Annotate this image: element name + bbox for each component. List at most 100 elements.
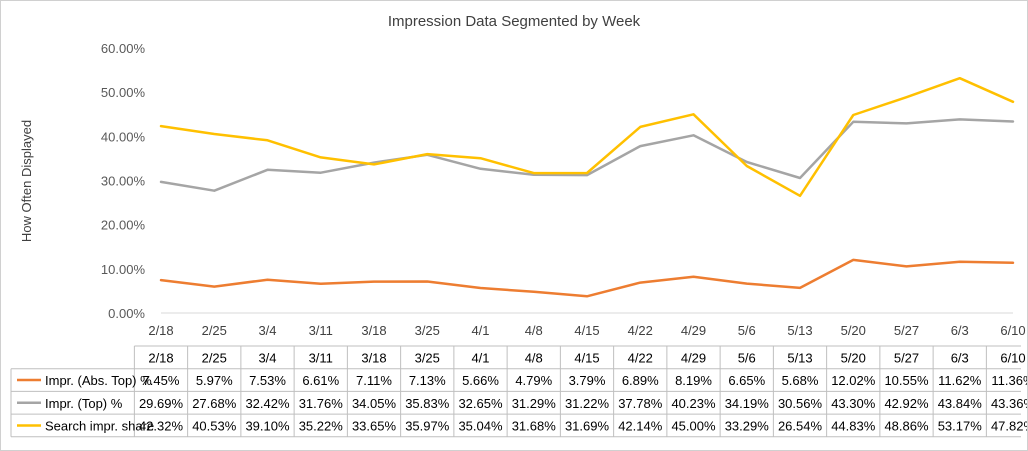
y-axis-ticks: 0.00% 10.00% 20.00% 30.00% 40.00% 50.00% 60.00… xyxy=(101,41,146,321)
x-tick-label: 3/18 xyxy=(361,323,386,338)
table-header-cell: 5/27 xyxy=(894,350,919,365)
table-value-cell: 31.29% xyxy=(512,396,557,411)
table-value-cell: 31.76% xyxy=(299,396,344,411)
x-tick-label: 3/4 xyxy=(258,323,276,338)
table-value-cell: 47.82% xyxy=(991,418,1027,433)
table-value-cell: 34.19% xyxy=(725,396,770,411)
legend-label-2: Impr. (Top) % xyxy=(45,396,123,411)
x-tick-label: 2/18 xyxy=(148,323,173,338)
table-header-cell: 4/15 xyxy=(574,350,599,365)
x-tick-label: 4/29 xyxy=(681,323,706,338)
x-tick-label: 5/6 xyxy=(738,323,756,338)
table-value-cell: 8.19% xyxy=(675,373,712,388)
table-value-cell: 42.14% xyxy=(618,418,663,433)
table-header-cell: 2/18 xyxy=(148,350,173,365)
table-value-cell: 6.89% xyxy=(622,373,659,388)
table-header-cell: 3/25 xyxy=(415,350,440,365)
y-tick-label: 30.00% xyxy=(101,174,146,189)
table-value-cell: 34.05% xyxy=(352,396,397,411)
legend-label-1: Impr. (Abs. Top) % xyxy=(45,373,152,388)
series-line-1 xyxy=(159,258,1015,298)
table-value-cell: 35.22% xyxy=(299,418,344,433)
table-value-cell: 35.97% xyxy=(405,418,450,433)
y-tick-label: 0.00% xyxy=(108,306,145,321)
y-tick-label: 10.00% xyxy=(101,262,146,277)
table-value-cell: 11.36% xyxy=(991,373,1027,388)
table-header-cell: 4/22 xyxy=(628,350,653,365)
table-value-cell: 43.84% xyxy=(938,396,983,411)
x-tick-label: 6/3 xyxy=(951,323,969,338)
x-tick-label: 4/15 xyxy=(574,323,599,338)
table-value-cell: 37.78% xyxy=(618,396,663,411)
table-value-cell: 42.92% xyxy=(884,396,929,411)
y-tick-label: 40.00% xyxy=(101,129,146,144)
x-tick-label: 6/10 xyxy=(1000,323,1025,338)
table-value-cell: 6.65% xyxy=(728,373,765,388)
table-value-cell: 31.68% xyxy=(512,418,557,433)
table-value-cell: 5.66% xyxy=(462,373,499,388)
x-tick-label: 3/25 xyxy=(415,323,440,338)
table-value-cell: 44.83% xyxy=(831,418,876,433)
table-value-cell: 40.23% xyxy=(671,396,716,411)
x-tick-label: 3/11 xyxy=(309,323,333,338)
table-value-cell: 10.55% xyxy=(884,373,929,388)
table-value-cell: 32.42% xyxy=(245,396,290,411)
data-table: 2/18 2/25 3/4 3/11 3/18 3/25 4/1 4/8 4/15 4/22 4/2… xyxy=(10,345,1027,438)
table-value-cell: 11.62% xyxy=(938,373,982,388)
table-value-cell: 39.10% xyxy=(245,418,290,433)
table-value-cell: 7.11% xyxy=(356,373,392,388)
table-value-cell: 27.68% xyxy=(192,396,237,411)
x-tick-label: 5/20 xyxy=(841,323,866,338)
table-value-cell: 30.56% xyxy=(778,396,823,411)
table-value-cell: 5.68% xyxy=(782,373,819,388)
table-value-cell: 7.13% xyxy=(409,373,446,388)
x-tick-label: 4/22 xyxy=(628,323,653,338)
table-header-cell: 3/11 xyxy=(309,350,333,365)
table-value-cell: 5.97% xyxy=(196,373,233,388)
table-value-cell: 35.83% xyxy=(405,396,450,411)
table-value-cell: 33.29% xyxy=(725,418,770,433)
table-value-cell: 31.22% xyxy=(565,396,610,411)
x-tick-label: 2/25 xyxy=(202,323,227,338)
table-value-cell: 35.04% xyxy=(458,418,503,433)
table-value-cell: 12.02% xyxy=(831,373,876,388)
table-value-cell: 53.17% xyxy=(938,418,983,433)
y-tick-label: 20.00% xyxy=(101,218,146,233)
table-value-cell: 26.54% xyxy=(778,418,823,433)
y-axis-label: How Often Displayed xyxy=(19,120,34,242)
table-value-cell: 4.79% xyxy=(515,373,552,388)
table-header-cell: 2/25 xyxy=(202,350,227,365)
table-value-cell: 7.53% xyxy=(249,373,286,388)
table-header-cell: 4/29 xyxy=(681,350,706,365)
table-value-cell: 32.65% xyxy=(458,396,503,411)
table-header-cell: 3/18 xyxy=(361,350,386,365)
table-header-cell: 6/3 xyxy=(951,350,969,365)
y-tick-label: 50.00% xyxy=(101,85,146,100)
table-header-cell: 6/10 xyxy=(1000,350,1025,365)
table-value-cell: 29.69% xyxy=(139,396,184,411)
series-line-2 xyxy=(159,118,1015,192)
table-header-cell: 4/1 xyxy=(471,350,489,365)
table-header-cell: 5/13 xyxy=(787,350,812,365)
series-line-3 xyxy=(159,76,1015,198)
y-tick-label: 60.00% xyxy=(101,41,146,56)
x-tick-label: 4/1 xyxy=(471,323,489,338)
table-value-cell: 7.45% xyxy=(143,373,180,388)
table-value-cell: 45.00% xyxy=(671,418,716,433)
x-tick-label: 4/8 xyxy=(525,323,543,338)
chart-title: Impression Data Segmented by Week xyxy=(388,13,641,30)
table-header-cell: 3/4 xyxy=(258,350,276,365)
x-tick-label: 5/27 xyxy=(894,323,919,338)
table-value-cell: 40.53% xyxy=(192,418,237,433)
table-value-cell: 48.86% xyxy=(884,418,929,433)
table-value-cell: 33.65% xyxy=(352,418,397,433)
legend-label-3: Search impr. share xyxy=(45,418,154,433)
table-value-cell: 43.36% xyxy=(991,396,1027,411)
table-value-cell: 42.32% xyxy=(139,418,184,433)
x-tick-label: 5/13 xyxy=(787,323,812,338)
table-value-cell: 31.69% xyxy=(565,418,610,433)
table-header-cell: 4/8 xyxy=(525,350,543,365)
x-axis-ticks: 2/18 2/25 3/4 3/11 3/18 3/25 4/1 4/8 4/15 4/22 4/2… xyxy=(148,323,1025,338)
